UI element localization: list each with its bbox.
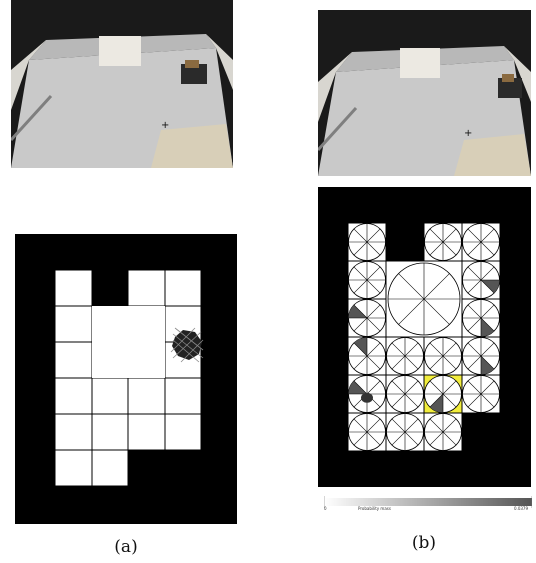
caption-b: (b) — [411, 533, 437, 553]
probability-wedge — [348, 304, 367, 318]
colorbar-title: Probability mass — [358, 506, 391, 511]
sector-line — [391, 342, 419, 370]
sector-line — [467, 266, 495, 294]
sector-line — [353, 228, 381, 256]
sector-line — [429, 380, 457, 408]
merged-cell — [92, 306, 165, 378]
colorbar-gradient — [323, 496, 533, 508]
probability-wedge — [429, 394, 443, 413]
sector-line — [467, 228, 495, 256]
robot-marker — [361, 392, 373, 403]
robot-marker — [170, 327, 204, 363]
grid-map-b — [318, 187, 531, 487]
sector-line — [429, 228, 457, 256]
grid-map-a — [15, 234, 237, 524]
probability-wedge — [348, 380, 367, 394]
photo-a: + — [11, 0, 233, 168]
colorbar-min-label: 0 — [324, 506, 327, 511]
svg-text:+: + — [161, 120, 169, 131]
sector-line — [353, 304, 381, 332]
sector-line — [467, 380, 495, 408]
sector-line — [391, 418, 419, 446]
probability-wedge — [481, 280, 500, 294]
colorbar-max-label: 0.0379 — [514, 506, 528, 511]
probability-wedge — [481, 318, 495, 337]
sector-line — [353, 342, 381, 370]
arena-photo-a: + — [11, 0, 233, 168]
sector-line — [429, 418, 457, 446]
caption-a: (a) — [114, 537, 138, 557]
occupancy-grid-a — [15, 234, 237, 524]
arena-photo-b: + — [318, 10, 531, 176]
probability-grid-b — [318, 187, 531, 487]
sector-line — [398, 273, 450, 325]
sector-line — [467, 304, 495, 332]
probability-wedge — [481, 356, 495, 375]
sector-line — [391, 380, 419, 408]
photo-b: + — [318, 10, 531, 176]
svg-text:+: + — [464, 128, 472, 139]
colorbar: 0 Probability mass 0.0379 — [323, 493, 533, 515]
sector-line — [353, 266, 381, 294]
sector-line — [467, 342, 495, 370]
probability-wedge — [353, 337, 367, 356]
sector-line — [353, 418, 381, 446]
sector-line — [429, 342, 457, 370]
